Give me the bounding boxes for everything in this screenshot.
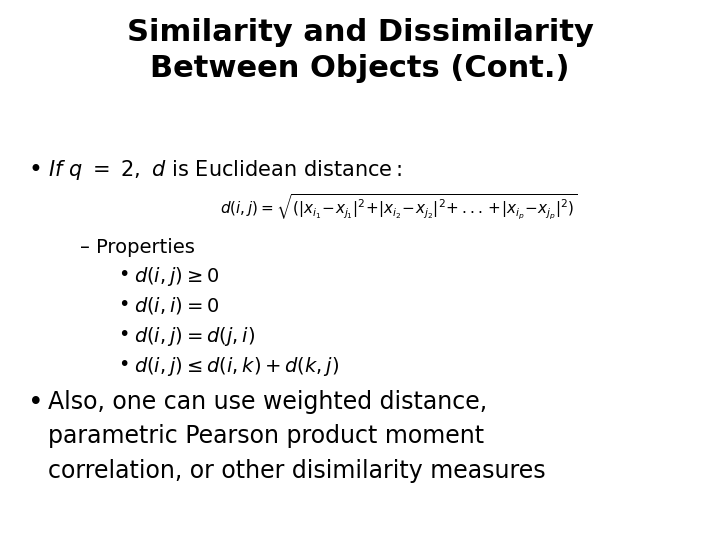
Text: $\mathit{If}\ \mathit{q}$$\ =\ 2,\ \mathit{d}$$ \ \mathrm{is\ Euclidean\ distanc: $\mathit{If}\ \mathit{q}$$\ =\ 2,\ \math… [48, 158, 402, 182]
Text: $\mathit{d(i,j)}\leq \mathit{d(i,k)}+ \mathit{d(k,j)}$: $\mathit{d(i,j)}\leq \mathit{d(i,k)}+ \m… [134, 355, 339, 378]
Text: $\mathit{d(i,i)}= 0$: $\mathit{d(i,i)}= 0$ [134, 295, 220, 316]
Text: Also, one can use weighted distance,
parametric Pearson product moment
correlati: Also, one can use weighted distance, par… [48, 390, 546, 483]
Text: Similarity and Dissimilarity
Between Objects (Cont.): Similarity and Dissimilarity Between Obj… [127, 18, 593, 83]
Text: $\mathit{d(i,j)}= \mathit{d(j,i)}$: $\mathit{d(i,j)}= \mathit{d(j,i)}$ [134, 325, 255, 348]
Text: $d(i,j)=\sqrt{(|x_{i_1}\!-\!x_{j_1}|^2\!+\!|x_{i_2}\!-\!x_{j_2}|^2\!+...+\!|x_{i: $d(i,j)=\sqrt{(|x_{i_1}\!-\!x_{j_1}|^2\!… [220, 192, 577, 221]
Text: •: • [28, 390, 44, 416]
Text: •: • [118, 295, 130, 314]
Text: $\mathit{d(i,j)}\geq 0$: $\mathit{d(i,j)}\geq 0$ [134, 265, 220, 288]
Text: – Properties: – Properties [80, 238, 195, 257]
Text: •: • [118, 265, 130, 284]
Text: •: • [28, 158, 42, 182]
Text: •: • [118, 355, 130, 374]
Text: •: • [118, 325, 130, 344]
